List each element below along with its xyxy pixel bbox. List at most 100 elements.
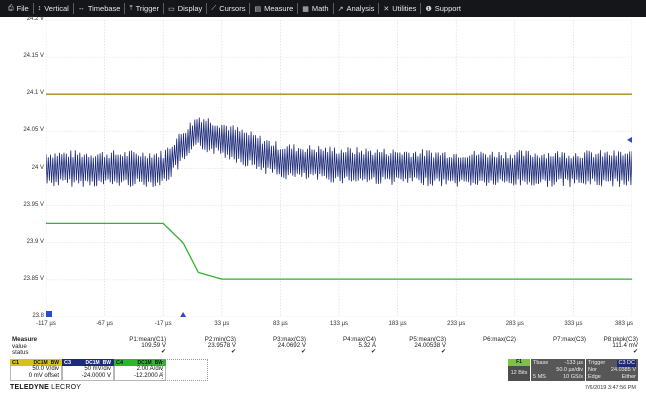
- menu-support[interactable]: ❶ Support: [421, 0, 465, 17]
- measure-value: 24.00538 V: [414, 342, 446, 349]
- graticule: [45, 19, 633, 318]
- menu-file[interactable]: ⎙ File: [4, 0, 33, 17]
- measure-icon: ▤: [254, 5, 262, 13]
- trigger-level: 24.0385 V: [610, 367, 636, 373]
- menu-timebase[interactable]: ↔ Timebase: [74, 0, 125, 17]
- channel-offset: 0 mV offset: [28, 373, 59, 379]
- y-tick-label: 23.8: [32, 313, 44, 319]
- analysis-icon: ↗: [337, 5, 344, 13]
- x-tick-label: 33 µs: [214, 321, 230, 327]
- menu-utilities[interactable]: ✕ Utilities: [379, 0, 420, 17]
- menu-separator: [32, 3, 34, 14]
- measure-name: P5:mean(C3): [409, 336, 446, 343]
- menu-trigger[interactable]: ⤒ Trigger: [125, 0, 163, 17]
- math-icon: ▦: [302, 5, 309, 13]
- channel-badge: BW: [102, 359, 111, 366]
- measure-name: P1:mean(C1): [129, 336, 166, 343]
- channel-badge: DC1M: [33, 359, 48, 366]
- vertical-icon: ↕: [37, 5, 42, 12]
- menu-label: Timebase: [87, 4, 121, 13]
- f1-descriptor[interactable]: F1 12 Bits: [508, 359, 530, 381]
- y-tick-label: 24.05 V: [23, 127, 44, 134]
- measure-name: P7:max(C3): [552, 336, 586, 343]
- support-icon: ❶: [425, 5, 432, 13]
- channel-scale: 2.00 A/div: [136, 366, 163, 372]
- x-tick-label: -17 µs: [154, 321, 172, 327]
- y-tick-label: 23.95 V: [23, 201, 44, 208]
- menu-cursors[interactable]: ⟋ Cursors: [207, 0, 249, 17]
- x-tick-label: 83 µs: [272, 321, 288, 327]
- brand-logo: TELEDYNE LECROY: [10, 384, 81, 391]
- timebase-rate: 10 GS/s: [563, 374, 583, 380]
- measure-status: ✔: [440, 349, 446, 355]
- measure-status: ✔: [300, 349, 306, 355]
- channel-offset: -12.2000 A: [133, 373, 163, 379]
- menu-label: Trigger: [135, 4, 160, 13]
- measure-row-label-value: value: [12, 343, 27, 350]
- trigger-mode: Nor: [588, 367, 597, 373]
- measure-row-label-status: status: [12, 349, 29, 356]
- cursors-icon: ⟋: [211, 4, 217, 12]
- menu-separator: [124, 3, 126, 14]
- measure-status: ✔: [632, 349, 638, 355]
- y-tick-label: 24.1 V: [26, 90, 44, 97]
- trace-c3: [45, 117, 633, 188]
- channel-offset-marker: [46, 311, 52, 317]
- timebase-icon: ↔: [77, 5, 85, 12]
- menu-separator: [249, 3, 251, 14]
- channel-label: C3: [64, 359, 72, 366]
- menu-separator: [297, 3, 299, 14]
- channel-offset: -24.0000 V: [81, 373, 111, 379]
- timebase-descriptor[interactable]: Tbase -133 µs 50.0 µs/div 5 MS 10 GS/s: [531, 359, 585, 381]
- menu-measure[interactable]: ▤ Measure: [250, 0, 297, 17]
- menu-vertical[interactable]: ↕ Vertical: [34, 0, 73, 17]
- trigger-type: Edge: [588, 374, 601, 380]
- datetime-stamp: 7/6/2019 3:47:56 PM: [584, 385, 636, 391]
- trigger-descriptor[interactable]: Trigger C3 DC Nor 24.0385 V Edge Either: [586, 359, 638, 381]
- measure-status: ✔: [230, 349, 236, 355]
- menu-separator: [420, 3, 422, 14]
- menu-label: Cursors: [219, 4, 246, 13]
- channel-label: C1: [12, 359, 20, 366]
- channel-label: C4: [116, 359, 124, 366]
- y-tick-label: 24.2 V: [26, 16, 44, 22]
- x-tick-label: -117 µs: [36, 321, 56, 327]
- measure-name: P2:min(C3): [204, 336, 236, 343]
- measure-name: P8:pkpk(C3): [603, 336, 638, 343]
- channel-badge: DC1M: [137, 359, 152, 366]
- channel-badge: DC1M: [85, 359, 100, 366]
- menu-label: Display: [177, 4, 203, 13]
- timebase-samples: 5 MS: [533, 374, 546, 380]
- channel-scale: 50 mV/div: [84, 366, 111, 372]
- timebase-scale: 50.0 µs/div: [556, 367, 583, 373]
- brand-sub: LECROY: [48, 384, 82, 391]
- trigger-level-marker: [627, 136, 632, 143]
- display-icon: ▭: [168, 5, 175, 13]
- y-tick-label: 23.85 V: [23, 275, 44, 282]
- measure-status: ✔: [160, 349, 166, 355]
- menu-separator: [378, 3, 380, 14]
- x-tick-label: 183 µs: [388, 321, 407, 327]
- f1-label: F1: [508, 359, 530, 366]
- menu-separator: [72, 3, 74, 14]
- waveform-display[interactable]: [45, 19, 633, 318]
- empty-channel-slot[interactable]: [162, 359, 208, 381]
- channel-descriptor-c4[interactable]: C4 DC1M BW 2.00 A/div -12.2000 A: [114, 359, 166, 381]
- channel-descriptor-c1[interactable]: C1 DC1M BW 50.0 V/div 0 mV offset: [10, 359, 62, 381]
- trigger-icon: ⤒: [129, 4, 133, 12]
- x-tick-label: 283 µs: [505, 321, 524, 327]
- waveform-svg: [45, 19, 633, 318]
- y-tick-label: 24.15 V: [23, 53, 44, 60]
- measure-value: 24.0692 V: [277, 342, 306, 349]
- markers: [46, 136, 632, 317]
- menu-display[interactable]: ▭ Display: [164, 0, 206, 17]
- channel-descriptor-c3[interactable]: C3 DC1M BW 50 mV/div -24.0000 V: [62, 359, 114, 381]
- menu-label: Utilities: [392, 4, 417, 13]
- x-tick-label: 133 µs: [329, 321, 349, 327]
- channel-scale: 50.0 V/div: [32, 366, 59, 372]
- measure-value: 111.4 mV: [612, 342, 638, 349]
- menu-analysis[interactable]: ↗ Analysis: [334, 0, 379, 17]
- measure-name: P3:max(C3): [272, 336, 306, 343]
- menu-math[interactable]: ▦ Math: [298, 0, 332, 17]
- x-tick-label: -67 µs: [96, 321, 113, 327]
